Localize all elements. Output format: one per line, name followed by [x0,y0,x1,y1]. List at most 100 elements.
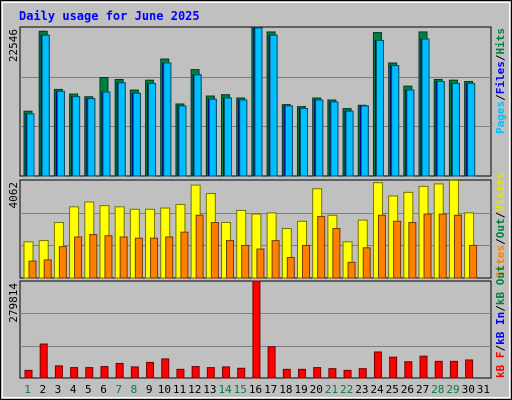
side-label-part: Files [494,61,507,94]
bar-sites [286,256,295,279]
bar-pages [254,27,263,177]
bar-kbf [373,351,382,379]
bar-kbf [161,358,170,379]
bar-sites [301,244,310,279]
y-max-label: 279814 [7,283,20,323]
bar-pages [406,89,415,177]
bar-sites [134,237,143,279]
bar-pages [56,90,65,177]
bar-pages [284,105,293,177]
y-max-label: 4062 [7,182,20,209]
bar-sites [74,236,83,279]
side-label-part: kB F [494,352,507,379]
bar-pages [102,91,111,177]
x-tick-label: 11 [173,383,186,396]
bar-pages [148,82,157,177]
bar-sites [43,259,52,279]
x-tick-label: 19 [294,383,307,396]
x-tick-label: 26 [401,383,414,396]
x-tick-label: 24 [370,383,384,396]
x-tick-label: 29 [446,383,459,396]
bar-pages [208,98,217,177]
side-label-part: / [494,211,507,218]
x-tick-label: 10 [158,383,171,396]
x-tick-label: 1 [24,383,31,396]
bar-kbf [267,346,276,379]
bar-sites [332,228,341,279]
bar-sites [347,261,356,279]
bar-sites [119,236,128,279]
bar-sites [453,214,462,279]
bar-sites [226,240,235,279]
bar-kbf [206,367,215,379]
x-tick-label: 20 [310,383,323,396]
x-tick-label: 12 [188,383,201,396]
chart-title: Daily usage for June 2025 [19,9,200,23]
bar-kbf [389,356,398,379]
bar-sites [423,213,432,279]
x-tick-label: 22 [340,383,353,396]
bar-sites [469,244,478,279]
bar-pages [451,82,460,177]
bar-kbf [39,343,48,379]
bar-kbf [449,360,458,379]
bar-kbf [222,366,231,379]
bar-kbf [130,366,139,379]
bar-kbf [176,368,185,379]
side-label: Pages/Files/Hits [494,28,507,134]
side-label-part: / [494,345,507,352]
x-tick-label: 25 [386,383,399,396]
bar-sites [195,214,204,279]
bar-pages [360,105,369,177]
bar-pages [41,34,50,177]
bar-kbf [252,280,261,379]
bar-sites [317,215,326,279]
x-tick-label: 18 [279,383,292,396]
bar-kbf [328,368,337,379]
bar-kbf [115,362,124,379]
bar-kbf [343,369,352,379]
bar-sites [408,222,417,279]
x-tick-label: 14 [218,383,232,396]
side-label: Sites/Out/Visits [494,172,507,278]
bar-pages [330,101,339,177]
bar-kbf [282,368,291,379]
side-label-part: / [494,238,507,245]
bar-pages [87,98,96,177]
bar-kbf [465,359,474,379]
bar-sites [28,260,37,279]
bar-pages [345,110,354,177]
x-tick-label: 28 [431,383,444,396]
bar-kbf [313,367,322,379]
x-tick-label: 30 [462,383,475,396]
bar-sites [58,246,67,279]
bar-sites [256,248,265,279]
x-tick-label: 8 [131,383,138,396]
bar-sites [104,235,113,279]
side-label-part: Sites [494,245,507,278]
x-tick-label: 3 [55,383,62,396]
bar-kbf [358,368,367,379]
bar-pages [178,105,187,177]
x-tick-label: 2 [39,383,46,396]
bar-sites [89,234,98,279]
side-label-part: kB Out [494,265,507,305]
bar-sites [362,247,371,279]
bar-sites [241,244,250,279]
bar-pages [193,74,202,177]
bar-sites [438,213,447,279]
bar-pages [132,92,141,177]
side-label-part: Visits [494,172,507,212]
x-tick-label: 6 [100,383,107,396]
x-tick-label: 17 [264,383,277,396]
y-max-label: 22546 [7,29,20,62]
bar-sites [393,220,402,279]
bar-sites [271,240,280,279]
x-tick-label: 5 [85,383,92,396]
x-tick-label: 9 [146,383,153,396]
bar-pages [26,113,35,177]
bar-kbf [85,367,94,379]
x-tick-label: 15 [234,383,247,396]
bar-pages [421,38,430,177]
